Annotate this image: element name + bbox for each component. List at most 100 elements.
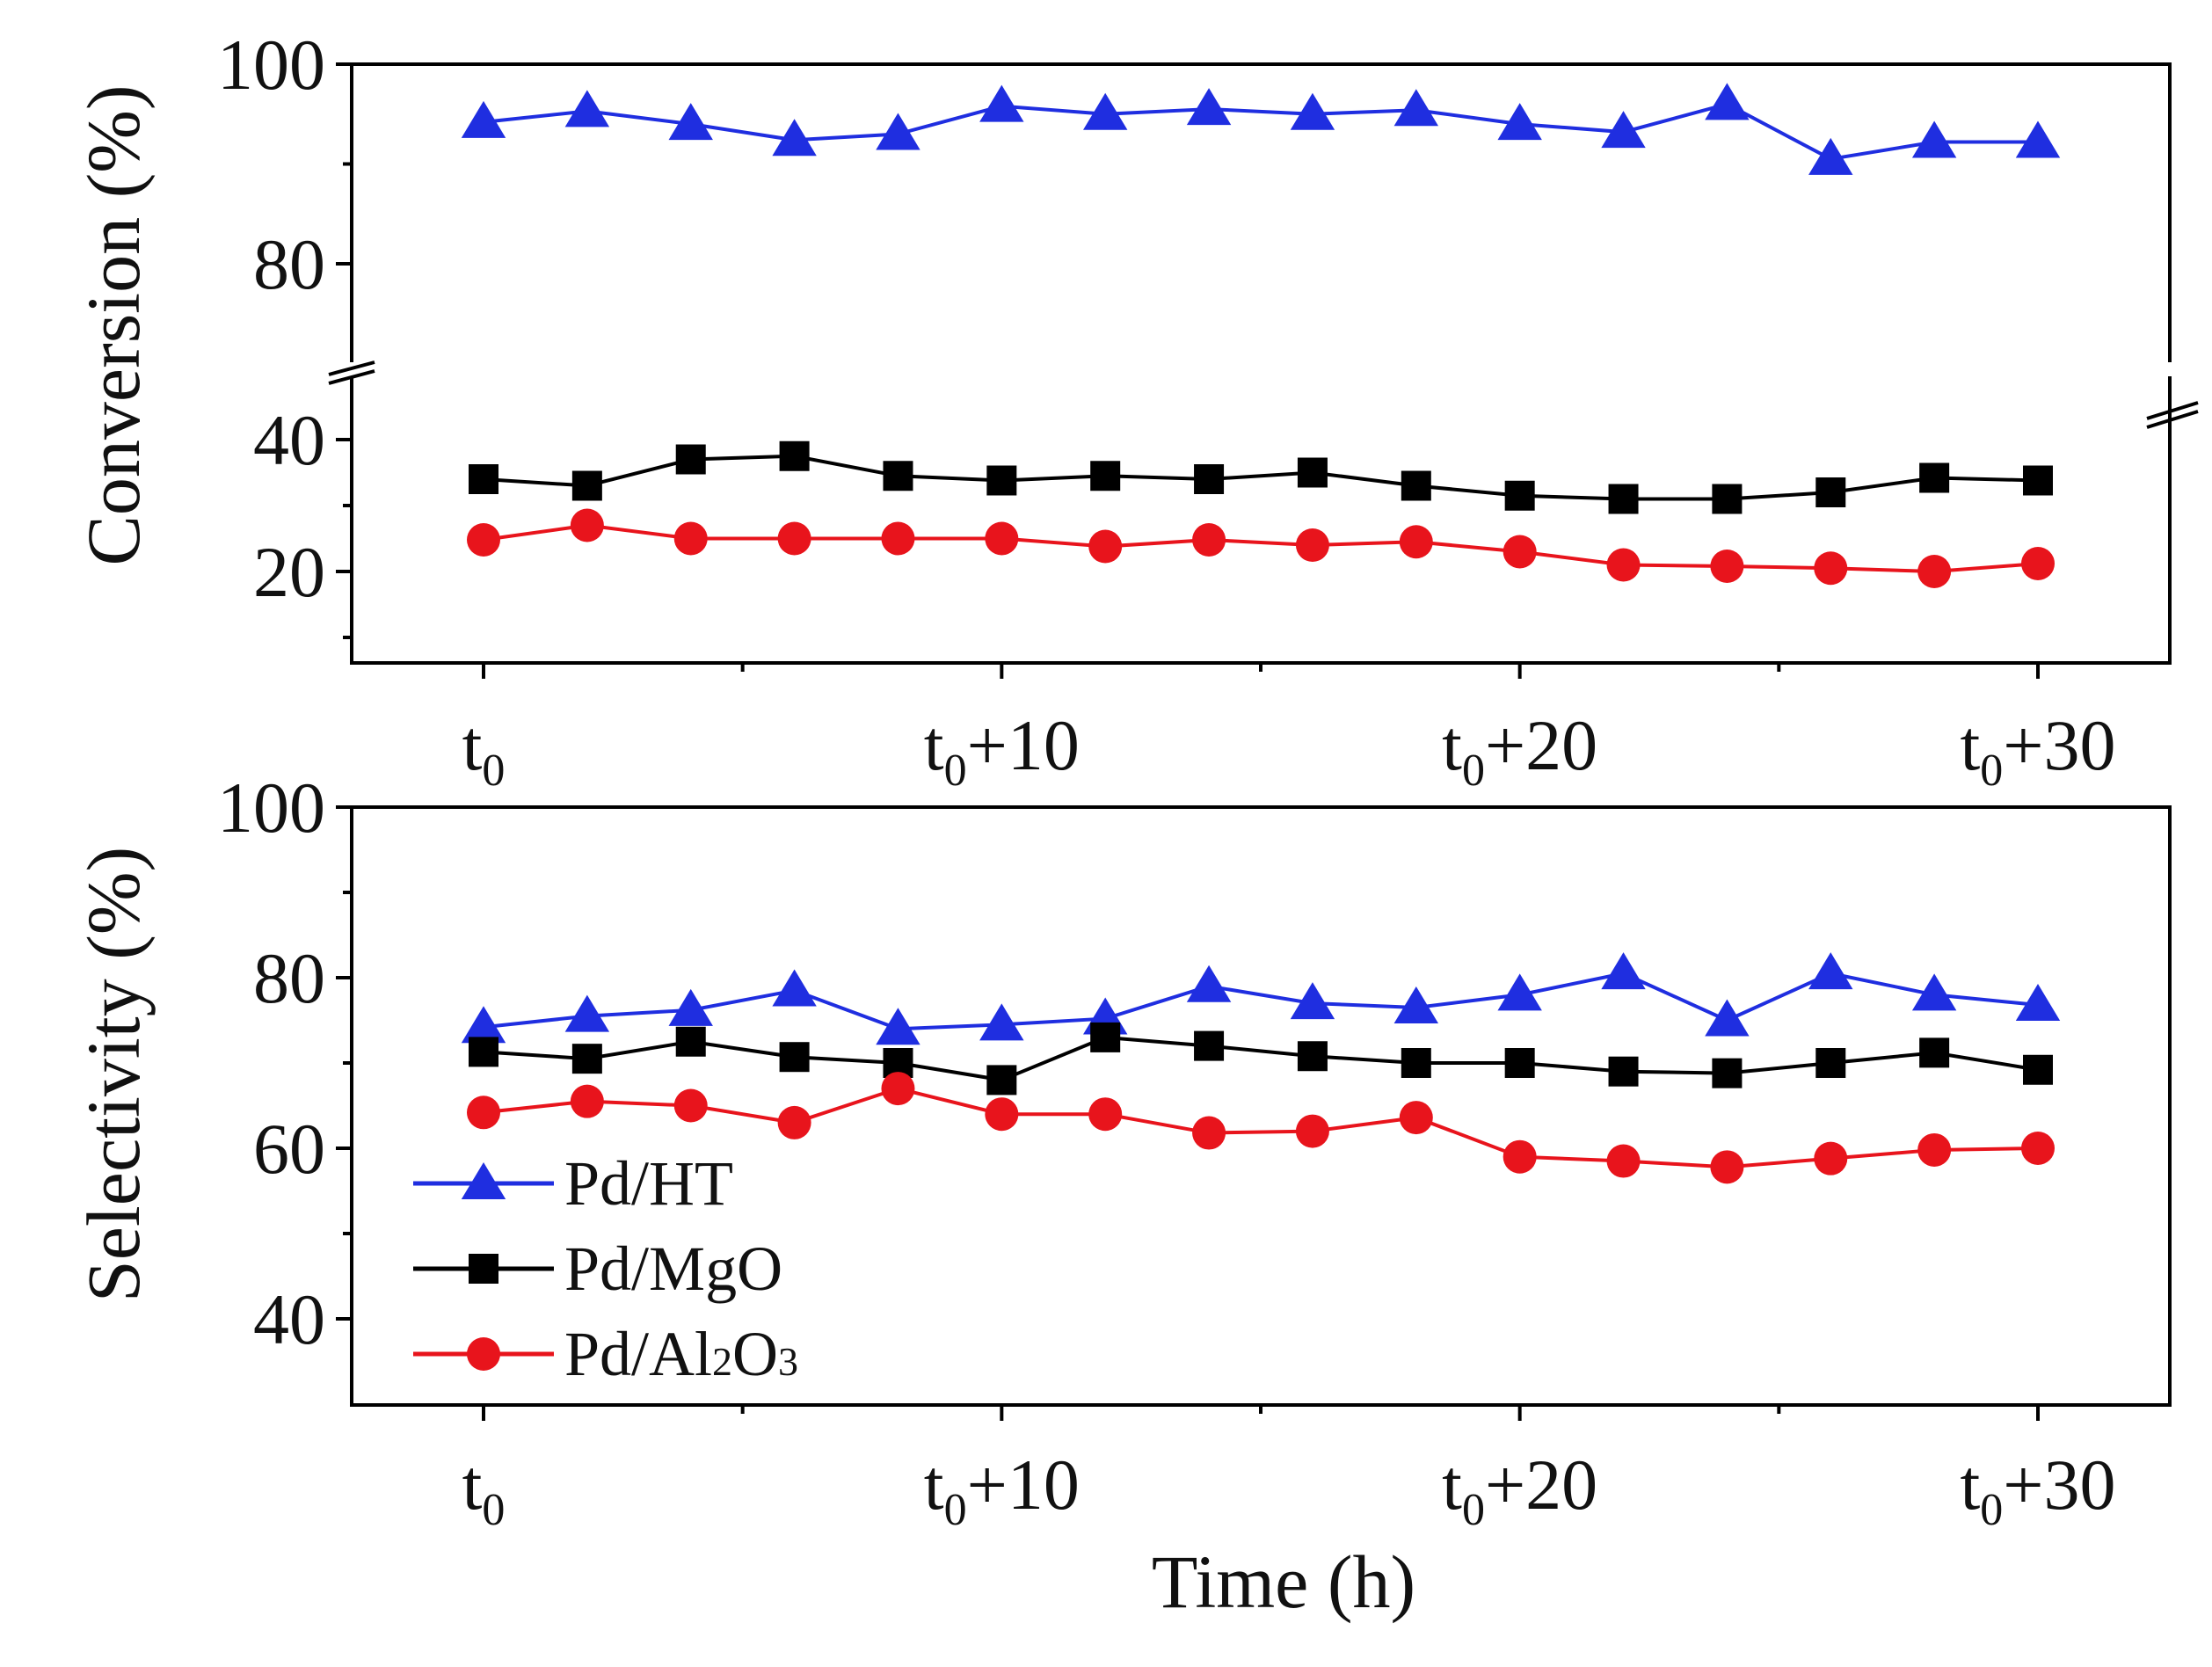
data-point-pd-ht: [1911, 120, 1957, 158]
y-tick-label: 100: [217, 25, 325, 105]
selectivity-panel: 40 60 80 100 t0 t0+10 t0+20 t0+30 Selectivity …: [71, 768, 2172, 1624]
data-point-pd-al2o3: [1710, 550, 1744, 583]
x-tick-label: t0+30: [1960, 1445, 2115, 1535]
data-point-pd-al2o3: [1814, 1141, 1848, 1176]
data-point-pd-mgo: [986, 1065, 1017, 1096]
y-tick-label: 40: [253, 400, 325, 480]
conversion-panel: 20 40 80 100 t0 t0+10 t0+20 t0+30 Conversion (…: [71, 25, 2199, 796]
data-point-pd-al2o3: [1606, 548, 1641, 582]
data-point-pd-al2o3: [1503, 1139, 1537, 1174]
data-point-pd-ht: [1497, 103, 1542, 141]
data-point-pd-al2o3: [881, 1072, 915, 1106]
selectivity-plot-frame: [350, 805, 2172, 1407]
data-point-pd-al2o3: [467, 523, 500, 557]
x-tick-label: t0+20: [1442, 1445, 1597, 1535]
data-point-pd-ht: [1186, 88, 1232, 126]
data-point-pd-ht: [1911, 973, 1957, 1011]
data-point-pd-ht: [668, 988, 713, 1026]
x-tick-label: t0+30: [1960, 705, 2115, 796]
conversion-axis-title: Conversion (%): [71, 85, 156, 566]
data-point-pd-ht: [1290, 92, 1335, 130]
data-point-pd-al2o3: [881, 521, 915, 556]
y-tick-label: 80: [253, 938, 325, 1018]
series-line-pd-ht: [483, 972, 2039, 1031]
data-point-pd-ht: [2015, 984, 2061, 1022]
data-point-pd-al2o3: [1399, 525, 1433, 559]
data-point-pd-mgo: [1504, 1048, 1535, 1078]
data-point-pd-ht: [979, 84, 1024, 122]
legend-marker-circle: [467, 1337, 500, 1371]
data-point-pd-al2o3: [1399, 1101, 1433, 1135]
data-point-pd-mgo: [1919, 462, 1950, 493]
data-point-pd-al2o3: [1917, 555, 1952, 588]
data-point-pd-al2o3: [1088, 1097, 1123, 1132]
data-point-pd-al2o3: [2021, 1132, 2055, 1165]
series-line-pd-mgo: [483, 454, 2039, 501]
data-point-pd-ht: [1808, 137, 1853, 175]
data-point-pd-al2o3: [467, 1096, 500, 1130]
data-point-pd-ht: [772, 119, 817, 157]
series-line-pd-mgo: [483, 1035, 2039, 1082]
data-point-pd-al2o3: [570, 508, 604, 542]
data-point-pd-ht: [1393, 986, 1438, 1023]
y-tick-label: 40: [253, 1279, 325, 1359]
time-axis-title: Time (h): [1152, 1540, 1415, 1624]
data-point-pd-al2o3: [1814, 551, 1848, 586]
data-point-pd-al2o3: [673, 521, 708, 556]
data-point-pd-mgo: [779, 440, 810, 471]
data-point-pd-ht: [668, 103, 713, 141]
y-tick-label: 80: [253, 224, 325, 304]
legend-marker-square: [469, 1254, 498, 1284]
legend-marker-triangle: [461, 1162, 506, 1199]
data-point-pd-ht: [1808, 952, 1853, 990]
data-point-pd-al2o3: [1088, 529, 1123, 564]
data-point-pd-ht: [1290, 982, 1335, 1020]
y-tick-label: 60: [253, 1109, 325, 1189]
data-point-pd-mgo: [1401, 470, 1431, 501]
data-point-pd-mgo: [1815, 477, 1846, 507]
data-point-pd-al2o3: [1710, 1150, 1744, 1184]
data-point-pd-ht: [1083, 92, 1128, 130]
data-point-pd-mgo: [1194, 464, 1225, 494]
data-point-pd-mgo: [1608, 484, 1639, 514]
data-point-pd-mgo: [571, 470, 602, 501]
data-point-pd-al2o3: [570, 1084, 604, 1118]
data-point-pd-al2o3: [777, 521, 811, 556]
data-point-pd-ht: [461, 1006, 506, 1044]
legend-label-pd-ht: Pd/HT: [564, 1148, 733, 1219]
y-tick-label: 20: [253, 532, 325, 612]
data-point-pd-al2o3: [1503, 535, 1537, 569]
data-point-pd-mgo: [883, 461, 913, 491]
data-point-pd-al2o3: [777, 1105, 811, 1139]
series-line-pd-al2o3: [483, 1087, 2039, 1169]
data-point-pd-ht: [1601, 111, 1646, 149]
data-point-pd-ht: [772, 969, 817, 1007]
series-line-pd-al2o3: [483, 523, 2039, 574]
data-point-pd-ht: [1497, 973, 1542, 1011]
data-point-pd-mgo: [1712, 484, 1743, 514]
conversion-plot-frame: [350, 62, 2172, 665]
data-point-pd-ht: [876, 113, 920, 150]
data-point-pd-mgo: [1712, 1058, 1743, 1088]
data-point-pd-mgo: [1090, 1022, 1121, 1052]
data-point-pd-mgo: [1919, 1037, 1950, 1068]
y-axis-break-mark-right-1: [2146, 401, 2199, 420]
data-point-pd-ht: [1705, 999, 1750, 1037]
data-point-pd-al2o3: [1295, 1114, 1329, 1148]
legend-entry-pd-ht: Pd/HT: [413, 1148, 733, 1219]
legend: Pd/HT Pd/MgO Pd/Al2O3: [413, 1148, 798, 1389]
data-point-pd-mgo: [1504, 480, 1535, 511]
data-point-pd-mgo: [1297, 1041, 1328, 1072]
data-point-pd-ht: [1705, 83, 1750, 120]
x-tick-label: t0+20: [1442, 705, 1597, 796]
data-point-pd-ht: [461, 100, 506, 138]
data-point-pd-mgo: [986, 465, 1017, 496]
y-axis-break-mark-right-2: [2146, 410, 2199, 429]
y-axis-break-gap-right: [2159, 362, 2180, 376]
data-point-pd-ht: [979, 1003, 1024, 1041]
legend-label-pd-mgo: Pd/MgO: [564, 1234, 782, 1304]
data-point-pd-mgo: [2023, 465, 2053, 496]
data-point-pd-mgo: [1194, 1030, 1225, 1061]
data-point-pd-mgo: [571, 1044, 602, 1074]
